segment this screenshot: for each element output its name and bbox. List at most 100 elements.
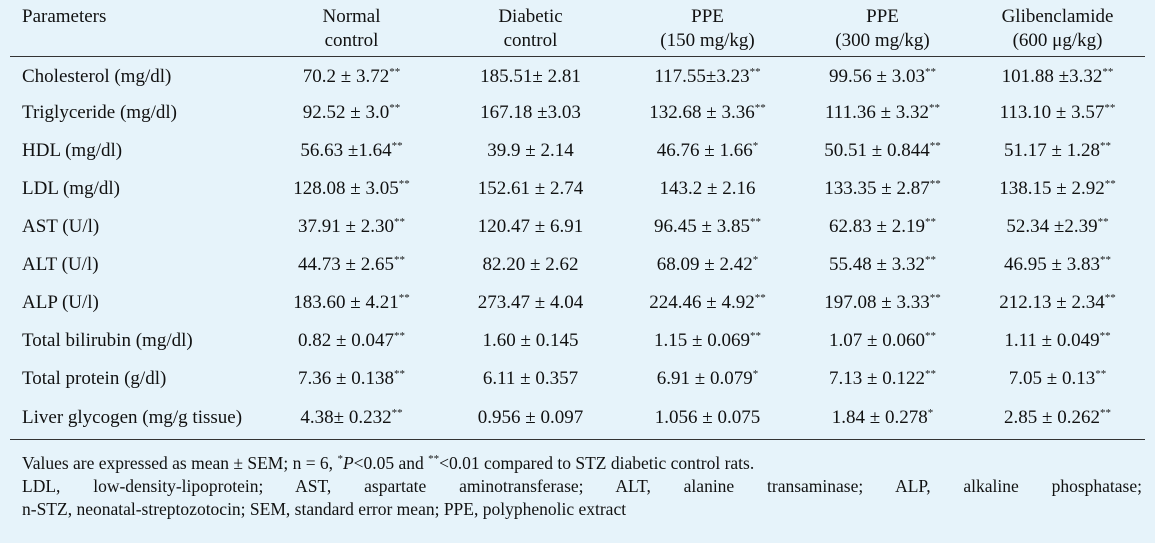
mean-sem-value: 7.13 ± 0.122 <box>829 368 925 389</box>
table-row: LDL (mg/dl) 128.08 ± 3.05 ** 152.61 ± 2.74 1… <box>10 170 1145 208</box>
mean-sem-value: 6.11 ± 0.357 <box>482 368 579 389</box>
column-header-normal: Normal control <box>262 0 441 57</box>
mean-sem-value: 52.34 ±2.39 <box>1006 216 1098 237</box>
column-header-ppe150: PPE (150 mg/kg) <box>620 0 795 57</box>
value-cell-normal: 183.60 ± 4.21** <box>262 284 441 322</box>
mean-sem-value: 101.88 ±3.32 <box>1001 66 1103 88</box>
significance-marker: ** <box>929 178 941 190</box>
value-cell-ppe150: 1.15 ± 0.069** <box>620 322 795 360</box>
column-header-line: (150 mg/kg) <box>660 30 755 51</box>
significance-marker: ** <box>391 140 403 152</box>
table-row: ALP (U/l) 183.60 ± 4.21** 273.47 ± 4.04 224… <box>10 284 1145 322</box>
mean-sem-value: 128.08 ± 3.05 <box>293 178 399 199</box>
footnote-sup: ** <box>428 453 440 465</box>
mean-sem-value: 2.85 ± 0.262 <box>1004 407 1100 429</box>
mean-sem-value: 132.68 ± 3.36 <box>649 102 755 123</box>
significance-marker: ** <box>393 330 405 342</box>
mean-sem-value: 273.47 ± 4.04 <box>477 292 584 313</box>
footnote-sup: * <box>337 453 343 465</box>
value-cell-ppe150: 96.45 ± 3.85** <box>620 208 795 246</box>
value-cell-normal: 7.36 ± 0.138** <box>262 360 441 398</box>
significance-marker: ** <box>398 292 410 304</box>
biochemical-parameters-table: Parameters Normal control Diabetic control PP… <box>10 0 1145 440</box>
value-cell-diabetic: 152.61 ± 2.74 <box>441 170 620 208</box>
mean-sem-value: 152.61 ± 2.74 <box>477 178 584 199</box>
parameter-cell: Cholesterol (mg/dl) <box>22 66 172 88</box>
mean-sem-value: 46.95 ± 3.83 <box>1004 254 1100 275</box>
value-cell-ppe150: 143.2 ± 2.16 <box>620 170 795 208</box>
mean-sem-value: 111.36 ± 3.32 <box>824 102 930 123</box>
mean-sem-value: 46.76 ± 1.66 <box>656 140 753 161</box>
mean-sem-value: 96.45 ± 3.85 <box>654 216 750 237</box>
significance-marker: ** <box>754 292 766 304</box>
value-cell-glib: 1.11 ± 0.049** <box>970 322 1145 360</box>
column-header-line: control <box>324 30 379 51</box>
value-cell-ppe150: 1.056 ± 0.075 <box>620 398 795 440</box>
value-cell-normal: 0.82 ± 0.047** <box>262 322 441 360</box>
mean-sem-value: 92.52 ± 3.0 <box>302 102 390 123</box>
significance-marker: ** <box>1104 102 1116 114</box>
mean-sem-value: 99.56 ± 3.03 <box>829 66 925 88</box>
value-cell-ppe300: 1.84 ± 0.278* <box>795 398 970 440</box>
significance-marker: ** <box>1102 66 1114 79</box>
column-header-diabetic: Diabetic control <box>441 0 620 57</box>
value-cell-normal: 37.91 ± 2.30** <box>262 208 441 246</box>
significance-marker: ** <box>391 407 403 420</box>
value-cell-glib: 2.85 ± 0.262** <box>970 398 1145 440</box>
significance-marker: ** <box>749 216 761 228</box>
mean-sem-value: 113.10 ± 3.57 <box>999 102 1105 123</box>
value-cell-glib: 101.88 ±3.32** <box>970 56 1145 94</box>
parameter-cell: LDL (mg/dl) <box>22 178 120 199</box>
significance-marker: ** <box>393 254 405 266</box>
column-header-line: Normal <box>322 6 381 27</box>
footnote-abbreviations-1: LDL, low-density-lipoprotein; AST, aspar… <box>22 476 1142 496</box>
value-cell-diabetic: 0.956 ± 0.097 <box>441 398 620 440</box>
significance-marker: * <box>752 368 759 380</box>
significance-marker: * <box>752 140 759 152</box>
column-header-line: Parameters <box>22 6 107 27</box>
value-cell-ppe150: 132.68 ± 3.36** <box>620 94 795 132</box>
significance-marker: ** <box>393 368 405 380</box>
parameter-cell: HDL (mg/dl) <box>22 140 123 161</box>
significance-marker: ** <box>1095 368 1107 380</box>
value-cell-glib: 52.34 ±2.39** <box>970 208 1145 246</box>
value-cell-ppe300: 1.07 ± 0.060** <box>795 322 970 360</box>
value-cell-diabetic: 273.47 ± 4.04 <box>441 284 620 322</box>
value-cell-ppe300: 133.35 ± 2.87** <box>795 170 970 208</box>
column-header-line: (600 μg/kg) <box>1012 30 1103 51</box>
mean-sem-value: 185.51± 2.81 <box>480 66 581 88</box>
parameter-cell: Total protein (g/dl) <box>22 368 167 389</box>
value-cell-ppe150: 68.09 ± 2.42* <box>620 246 795 284</box>
table-header: Parameters Normal control Diabetic control PP… <box>10 0 1145 57</box>
mean-sem-value: 62.83 ± 2.19 <box>829 216 925 237</box>
mean-sem-value: 143.2 ± 2.16 <box>659 178 756 199</box>
mean-sem-value: 212.13 ± 2.34 <box>999 292 1105 313</box>
footnote-text: <0.05 and <box>353 453 429 473</box>
mean-sem-value: 133.35 ± 2.87 <box>824 178 930 199</box>
significance-marker: ** <box>924 254 936 266</box>
value-cell-diabetic: 185.51± 2.81 <box>441 56 620 94</box>
significance-marker: ** <box>929 102 941 114</box>
mean-sem-value: 68.09 ± 2.42 <box>656 254 753 275</box>
value-cell-diabetic: 39.9 ± 2.14 <box>441 132 620 170</box>
value-cell-normal: 56.63 ±1.64** <box>262 132 441 170</box>
table-row: Triglyceride (mg/dl) 92.52 ± 3.0** 167.18 … <box>10 94 1145 132</box>
value-cell-ppe150: 224.46 ± 4.92** <box>620 284 795 322</box>
significance-marker: ** <box>749 330 761 342</box>
mean-sem-value: 117.55±3.23 <box>654 66 750 88</box>
significance-marker: * <box>752 254 759 266</box>
value-cell-glib: 46.95 ± 3.83** <box>970 246 1145 284</box>
significance-marker: ** <box>393 216 405 228</box>
mean-sem-value: 138.15 ± 2.92 <box>999 178 1105 199</box>
mean-sem-value: 44.73 ± 2.65 <box>298 254 394 275</box>
significance-marker: ** <box>1099 254 1111 266</box>
value-cell-diabetic: 167.18 ±3.03 <box>441 94 620 132</box>
footnote-text: <0.01 compared to STZ diabetic control r… <box>439 453 755 473</box>
value-cell-glib: 113.10 ± 3.57** <box>970 94 1145 132</box>
mean-sem-value: 51.17 ± 1.28 <box>1004 140 1100 161</box>
table-body: Cholesterol (mg/dl) 70.2 ± 3.72** 185.51± … <box>10 56 1145 440</box>
value-cell-diabetic: 6.11 ± 0.357 <box>441 360 620 398</box>
table-row: AST (U/l) 37.91 ± 2.30** 120.47 ± 6.91 96.4… <box>10 208 1145 246</box>
table-row: Cholesterol (mg/dl) 70.2 ± 3.72** 185.51± … <box>10 56 1145 94</box>
significance-marker: ** <box>1097 216 1109 228</box>
